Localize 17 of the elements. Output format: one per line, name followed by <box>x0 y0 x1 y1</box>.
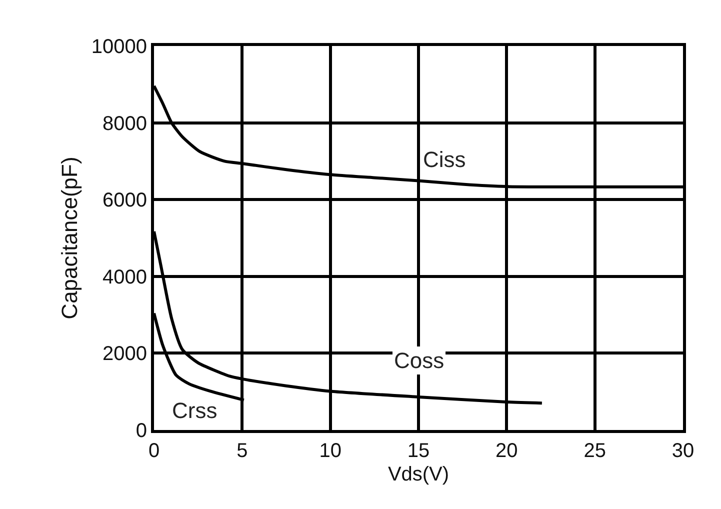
x-tick-label: 20 <box>496 440 518 462</box>
x-tick-label: 5 <box>236 440 248 462</box>
y-tick-label: 6000 <box>102 190 147 212</box>
y-tick-label: 10000 <box>91 36 147 58</box>
y-tick-label: 0 <box>136 420 147 442</box>
x-tick-label: 25 <box>584 440 606 462</box>
x-tick-label: 30 <box>672 440 694 462</box>
y-tick-label: 4000 <box>102 266 147 288</box>
x-tick-label: 15 <box>407 440 430 462</box>
series-label: Ciss <box>423 147 466 172</box>
y-tick-label: 8000 <box>102 112 147 135</box>
y-axis-title: Capacitance(pF) <box>57 156 82 320</box>
series-label: Coss <box>394 348 444 373</box>
series-label: Crss <box>172 398 218 423</box>
x-axis-title: Vds(V) <box>388 464 450 486</box>
y-tick-label: 2000 <box>102 343 147 366</box>
x-tick-label: 10 <box>319 440 342 462</box>
